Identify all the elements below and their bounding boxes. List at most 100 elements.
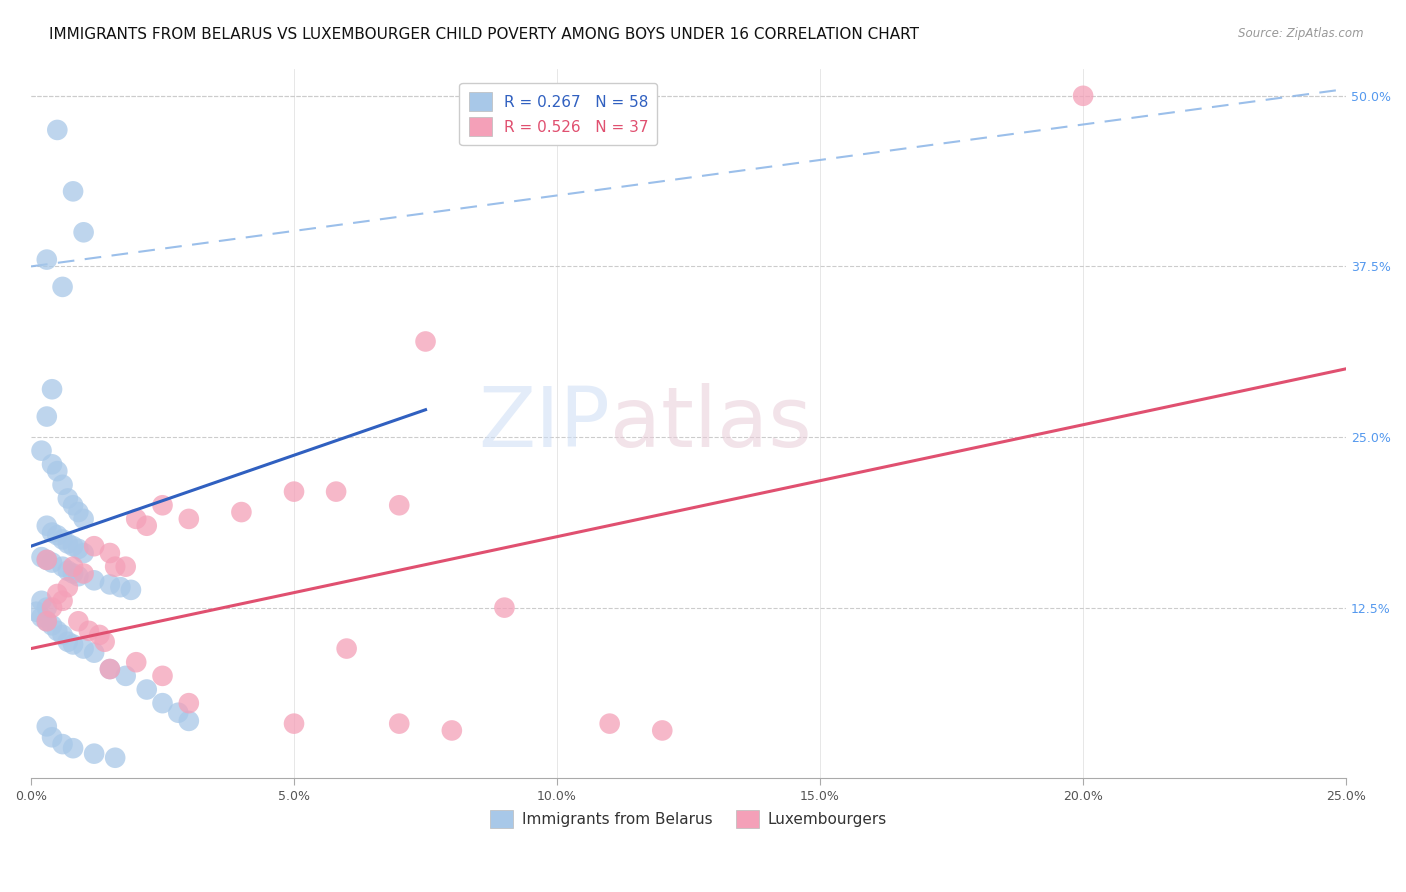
Point (651, 723, 673, 738)
Point (51, 628, 73, 642)
Point (104, 750, 127, 764)
Point (35, 518, 58, 533)
Point (51, 594, 73, 608)
Point (67, 541, 90, 556)
Point (56, 580, 79, 594)
Point (41, 556, 63, 570)
Point (35, 252, 58, 267)
Point (388, 716, 411, 731)
Point (46, 123, 69, 137)
Point (167, 706, 190, 720)
Point (62, 539, 84, 553)
Point (51, 737, 73, 751)
Point (440, 723, 463, 738)
Point (31, 550, 53, 565)
Point (72, 546, 94, 560)
Point (35, 553, 58, 567)
Point (62, 741, 84, 756)
Point (62, 185, 84, 199)
Point (83, 747, 105, 761)
Point (62, 566, 84, 581)
Point (46, 464, 69, 478)
Point (135, 682, 157, 697)
Point (110, 580, 132, 594)
Point (41, 525, 63, 540)
Point (67, 505, 90, 519)
Point (35, 719, 58, 733)
Point (41, 382, 63, 396)
Point (125, 512, 148, 526)
Legend: Immigrants from Belarus, Luxembourgers: Immigrants from Belarus, Luxembourgers (484, 804, 893, 834)
Point (51, 533, 73, 547)
Point (72, 641, 94, 656)
Point (599, 716, 621, 731)
Point (120, 582, 142, 597)
Point (51, 280, 73, 294)
Point (125, 655, 148, 669)
Point (325, 484, 347, 499)
Point (89, 628, 111, 642)
Point (35, 614, 58, 628)
Point (388, 498, 411, 512)
Point (83, 574, 105, 588)
Point (152, 498, 174, 512)
Point (72, 512, 94, 526)
Point (31, 610, 53, 624)
Text: ZIP: ZIP (478, 383, 610, 464)
Point (56, 491, 79, 506)
Point (104, 559, 127, 574)
Point (114, 669, 136, 683)
Point (51, 477, 73, 491)
Point (41, 731, 63, 745)
Point (98, 662, 121, 676)
Point (177, 512, 200, 526)
Point (41, 600, 63, 615)
Point (98, 662, 121, 676)
Point (415, 334, 437, 349)
Text: IMMIGRANTS FROM BELARUS VS LUXEMBOURGER CHILD POVERTY AMONG BOYS UNDER 16 CORREL: IMMIGRANTS FROM BELARUS VS LUXEMBOURGER … (49, 27, 920, 42)
Point (62, 498, 84, 512)
Point (46, 528, 69, 542)
Point (152, 696, 174, 710)
Point (67, 569, 90, 583)
Point (283, 716, 305, 731)
Point (35, 409, 58, 424)
Point (83, 539, 105, 553)
Point (56, 564, 79, 578)
Point (1071, 88, 1094, 103)
Point (25, 605, 48, 619)
Point (336, 641, 359, 656)
Point (114, 559, 136, 574)
Point (72, 225, 94, 239)
Point (83, 646, 105, 660)
Point (152, 669, 174, 683)
Text: atlas: atlas (610, 383, 811, 464)
Point (98, 577, 121, 591)
Point (177, 696, 200, 710)
Point (46, 624, 69, 638)
Point (46, 587, 69, 601)
Point (56, 536, 79, 550)
Point (231, 505, 253, 519)
Point (62, 638, 84, 652)
Point (93, 634, 115, 648)
Point (35, 553, 58, 567)
Point (35, 600, 58, 615)
Point (67, 614, 90, 628)
Point (31, 594, 53, 608)
Point (41, 458, 63, 472)
Point (56, 634, 79, 648)
Point (283, 484, 305, 499)
Point (135, 518, 157, 533)
Point (77, 624, 100, 638)
Point (51, 559, 73, 574)
Point (35, 614, 58, 628)
Point (98, 546, 121, 560)
Point (31, 443, 53, 458)
Point (62, 559, 84, 574)
Point (41, 618, 63, 632)
Text: Source: ZipAtlas.com: Source: ZipAtlas.com (1239, 27, 1364, 40)
Point (177, 714, 200, 728)
Point (494, 600, 516, 615)
Point (72, 566, 94, 581)
